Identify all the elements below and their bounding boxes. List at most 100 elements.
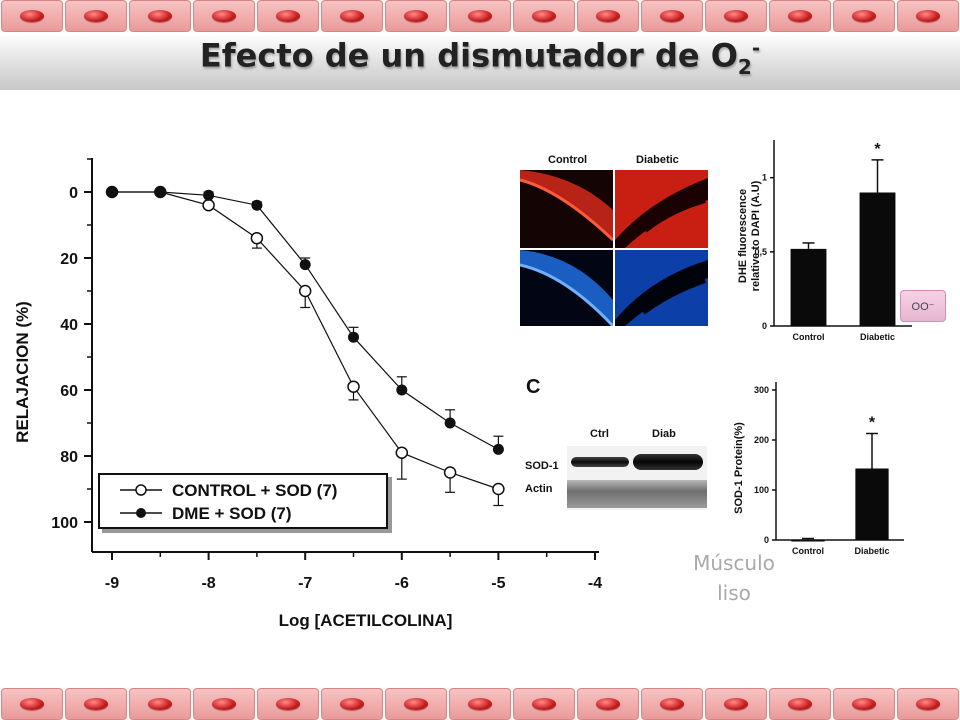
legend-marker-filled xyxy=(136,508,146,518)
cell-icon xyxy=(788,10,812,22)
cell-tile xyxy=(385,688,447,720)
data-point-dme xyxy=(106,186,118,198)
cell-tile xyxy=(1,0,63,32)
cell-tile xyxy=(129,688,191,720)
cell-tile xyxy=(449,0,511,32)
panel-letter: C xyxy=(526,376,541,398)
cell-icon xyxy=(596,10,620,22)
data-point-control xyxy=(443,466,457,479)
cell-tile xyxy=(193,688,255,720)
cell-icon xyxy=(340,10,364,22)
y-tick-label: 100 xyxy=(51,515,78,532)
cell-icon xyxy=(212,698,236,710)
cell-tile xyxy=(705,0,767,32)
cell-tile xyxy=(897,688,959,720)
bar xyxy=(791,540,825,542)
x-tick-label: -5 xyxy=(491,575,505,592)
significance-asterisk: * xyxy=(869,415,876,432)
micrograph-dapi-control xyxy=(520,250,613,326)
top-cell-border xyxy=(0,0,960,32)
cell-icon xyxy=(660,10,684,22)
title-subscript: 2 xyxy=(737,55,752,80)
western-blot-image xyxy=(567,446,707,510)
bottom-cell-border xyxy=(0,688,960,720)
blot-label-ctrl: Ctrl xyxy=(590,428,609,440)
musculo-liso-text: Músculo liso xyxy=(693,551,775,605)
micrograph-label-diabetic: Diabetic xyxy=(636,154,679,166)
cell-tile xyxy=(1,688,63,720)
data-point-dme xyxy=(299,259,311,271)
x-tick-label: -8 xyxy=(201,575,215,592)
micrograph-dhe-diabetic xyxy=(615,170,708,248)
x-tick-label: Diabetic xyxy=(854,546,889,556)
y-tick-label: 0,5 xyxy=(754,247,767,257)
x-tick-label: Control xyxy=(792,546,824,556)
data-point-dme xyxy=(444,417,456,429)
cell-tile xyxy=(65,688,127,720)
title-band xyxy=(0,34,960,90)
x-tick-label: -6 xyxy=(395,575,409,592)
chart-legend: CONTROL + SOD (7) DME + SOD (7) xyxy=(98,473,388,529)
cell-icon xyxy=(404,10,428,22)
series-line xyxy=(112,191,499,450)
y-axis-label: SOD-1 Protein(%) xyxy=(733,422,745,514)
cell-icon xyxy=(20,698,44,710)
legend-label-control: CONTROL + SOD (7) xyxy=(172,481,337,500)
cell-icon xyxy=(276,698,300,710)
data-point-control xyxy=(347,380,360,393)
cell-tile xyxy=(129,0,191,32)
series-line xyxy=(112,191,499,490)
micrograph-label-control: Control xyxy=(548,154,588,166)
y-axis-label: relative to DAPI (A.U) xyxy=(750,180,762,291)
x-tick-label: -9 xyxy=(105,575,119,592)
legend-label-dme: DME + SOD (7) xyxy=(172,504,292,523)
micrograph-dapi-diabetic xyxy=(615,250,708,326)
blot-band-actin xyxy=(567,480,707,508)
cell-icon xyxy=(468,698,492,710)
x-tick-label: Control xyxy=(793,332,825,342)
cell-tile xyxy=(641,688,703,720)
cell-tile xyxy=(769,0,831,32)
cell-icon xyxy=(148,698,172,710)
cell-tile xyxy=(577,0,639,32)
cell-tile xyxy=(641,0,703,32)
cell-icon xyxy=(212,10,236,22)
blot-row-sod1: SOD-1 xyxy=(525,460,559,472)
cell-icon xyxy=(660,698,684,710)
y-tick-label: 0 xyxy=(762,321,767,331)
significance-asterisk: * xyxy=(874,141,881,158)
title-superscript: - xyxy=(751,36,761,60)
data-point-dme xyxy=(251,199,263,211)
y-axis-label: DHE fluorescence xyxy=(737,189,749,283)
cell-tile xyxy=(577,688,639,720)
page-title: Efecto de un dismutador de O2- xyxy=(0,36,960,79)
cell-tile xyxy=(193,0,255,32)
y-tick-label: 40 xyxy=(60,317,78,334)
cell-tile xyxy=(769,688,831,720)
cell-tile xyxy=(385,0,447,32)
slide-link-button[interactable]: OO⁻ xyxy=(900,290,946,322)
cell-icon xyxy=(596,698,620,710)
cell-icon xyxy=(468,10,492,22)
cell-tile xyxy=(321,0,383,32)
dhe-bar-chart: 0 0,5 1 Control Diabetic * DHE fluorescence rel… xyxy=(737,140,912,342)
sod1-bar-chart: 0 100 200 300 Control Diabetic * SOD-1 Protein(… xyxy=(733,382,904,556)
y-tick-label: 80 xyxy=(60,449,78,466)
micrograph-dhe-control xyxy=(520,170,613,248)
cell-icon xyxy=(916,698,940,710)
data-point-control xyxy=(250,231,264,245)
cell-icon xyxy=(84,10,108,22)
data-point-dme xyxy=(154,186,166,198)
bar xyxy=(855,468,889,540)
cell-icon xyxy=(724,698,748,710)
y-tick-label: 0 xyxy=(764,535,769,545)
bar xyxy=(859,192,896,326)
cell-icon xyxy=(788,698,812,710)
y-tick-label: 0 xyxy=(69,185,78,202)
data-point-dme xyxy=(492,443,504,455)
bar xyxy=(790,248,827,326)
data-point-control xyxy=(202,198,215,212)
cell-icon xyxy=(148,10,172,22)
cell-icon xyxy=(404,698,428,710)
data-point-control xyxy=(298,284,312,298)
